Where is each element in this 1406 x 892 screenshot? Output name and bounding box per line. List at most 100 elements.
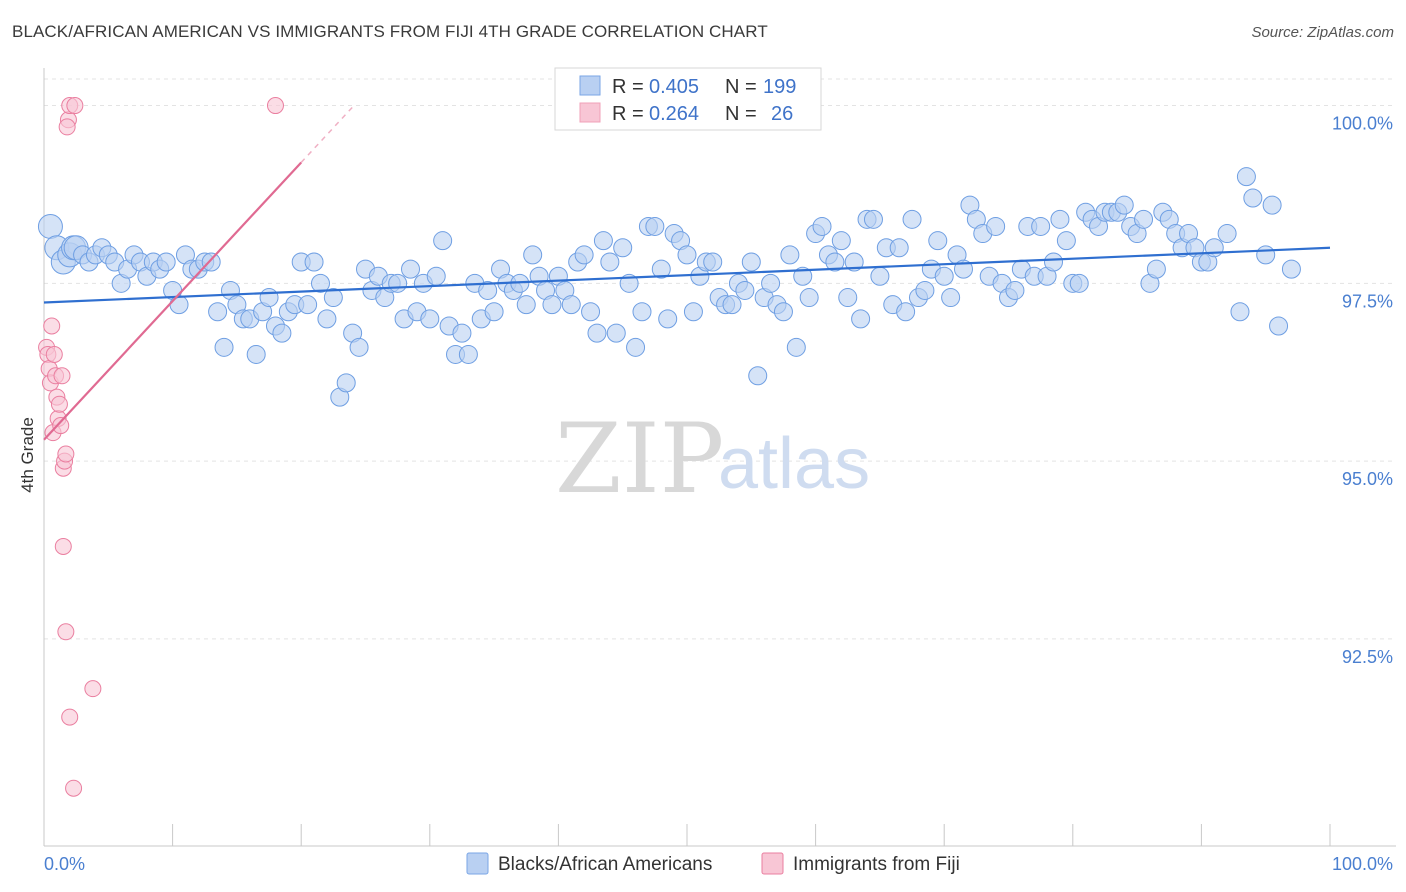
data-point bbox=[310, 273, 330, 293]
bottom-legend-label-blacks: Blacks/African Americans bbox=[498, 854, 712, 875]
gridlines bbox=[44, 78, 1396, 640]
data-point bbox=[812, 216, 832, 236]
data-point bbox=[741, 252, 761, 272]
data-point bbox=[683, 302, 703, 322]
data-point bbox=[57, 445, 75, 463]
data-point bbox=[1044, 252, 1064, 272]
data-point bbox=[37, 213, 63, 239]
x-tick-labels: 0.0% 100.0% bbox=[44, 854, 1393, 874]
data-point bbox=[66, 97, 84, 115]
data-point bbox=[478, 280, 498, 300]
y-tick-label: 100.0% bbox=[1332, 114, 1393, 134]
trend-line-fiji-extension bbox=[300, 106, 354, 163]
data-point bbox=[484, 302, 504, 322]
data-point bbox=[626, 337, 646, 357]
watermark: ZIP atlas bbox=[555, 403, 870, 515]
y-tick-labels: 100.0% 97.5% 95.0% 92.5% bbox=[1332, 114, 1393, 667]
data-point bbox=[420, 309, 440, 329]
data-point bbox=[58, 118, 76, 136]
data-point bbox=[317, 309, 337, 329]
trend-line-fiji bbox=[43, 161, 303, 441]
data-point bbox=[401, 259, 421, 279]
data-point bbox=[915, 280, 935, 300]
bottom-legend-label-fiji: Immigrants from Fiji bbox=[793, 854, 960, 875]
data-point bbox=[1005, 280, 1025, 300]
data-point bbox=[1243, 188, 1263, 208]
legend-r-label-fiji: R = bbox=[612, 103, 644, 125]
legend-n-value-blacks: 199 bbox=[763, 76, 796, 98]
x-tick-label-min: 0.0% bbox=[44, 854, 85, 874]
data-point bbox=[61, 708, 79, 726]
data-point bbox=[658, 309, 678, 329]
data-point bbox=[84, 680, 102, 698]
data-point bbox=[799, 288, 819, 308]
legend-r-value-fiji: 0.264 bbox=[649, 103, 699, 125]
legend-swatch-fiji bbox=[579, 102, 601, 123]
chart-title: BLACK/AFRICAN AMERICAN VS IMMIGRANTS FRO… bbox=[12, 22, 768, 41]
data-point bbox=[761, 273, 781, 293]
legend-swatch-blacks bbox=[579, 75, 601, 96]
data-point bbox=[1256, 245, 1276, 265]
data-point bbox=[632, 302, 652, 322]
data-point bbox=[844, 252, 864, 272]
data-point bbox=[748, 366, 768, 386]
data-point bbox=[1134, 209, 1154, 229]
data-point bbox=[52, 417, 70, 435]
data-point bbox=[65, 779, 83, 797]
data-point bbox=[54, 537, 72, 555]
data-point bbox=[156, 252, 176, 272]
data-point bbox=[1269, 316, 1289, 336]
y-tick-label: 92.5% bbox=[1342, 647, 1393, 667]
data-point bbox=[863, 209, 883, 229]
legend-r-value-blacks: 0.405 bbox=[649, 76, 699, 98]
data-point bbox=[298, 295, 318, 315]
data-point bbox=[214, 337, 234, 357]
data-point bbox=[57, 623, 75, 641]
data-point bbox=[1056, 231, 1076, 251]
series-points bbox=[37, 97, 1301, 797]
data-point bbox=[45, 345, 63, 363]
chart-source: Source: ZipAtlas.com bbox=[1251, 24, 1394, 41]
data-point bbox=[1114, 195, 1134, 215]
data-point bbox=[574, 245, 594, 265]
data-point bbox=[581, 302, 601, 322]
data-point bbox=[388, 273, 408, 293]
data-point bbox=[246, 344, 266, 364]
data-point bbox=[1281, 259, 1301, 279]
data-point bbox=[50, 395, 68, 413]
axes bbox=[43, 68, 1396, 847]
data-point bbox=[928, 231, 948, 251]
data-point bbox=[169, 295, 189, 315]
legend-r-label-blacks: R = bbox=[612, 76, 644, 98]
data-point bbox=[53, 367, 71, 385]
data-point bbox=[323, 288, 343, 308]
data-point bbox=[600, 252, 620, 272]
data-point bbox=[266, 97, 284, 115]
data-point bbox=[870, 266, 890, 286]
data-point bbox=[851, 309, 871, 329]
data-point bbox=[433, 231, 453, 251]
series-fiji bbox=[38, 97, 284, 797]
data-point bbox=[941, 288, 961, 308]
data-point bbox=[259, 288, 279, 308]
data-point bbox=[542, 295, 562, 315]
data-point bbox=[773, 302, 793, 322]
data-point bbox=[304, 252, 324, 272]
data-point bbox=[677, 245, 697, 265]
data-point bbox=[1262, 195, 1282, 215]
data-point bbox=[201, 252, 221, 272]
data-point bbox=[1069, 273, 1089, 293]
data-point bbox=[516, 295, 536, 315]
y-axis-title: 4th Grade bbox=[18, 417, 37, 493]
data-point bbox=[986, 216, 1006, 236]
legend-n-label-fiji: N = bbox=[725, 103, 757, 125]
data-point bbox=[587, 323, 607, 343]
legend-n-value-fiji: 26 bbox=[771, 103, 793, 125]
data-point bbox=[735, 280, 755, 300]
x-tick-label-max: 100.0% bbox=[1332, 854, 1393, 874]
data-point bbox=[889, 238, 909, 258]
data-point bbox=[1146, 259, 1166, 279]
data-point bbox=[208, 302, 228, 322]
data-point bbox=[1031, 216, 1051, 236]
